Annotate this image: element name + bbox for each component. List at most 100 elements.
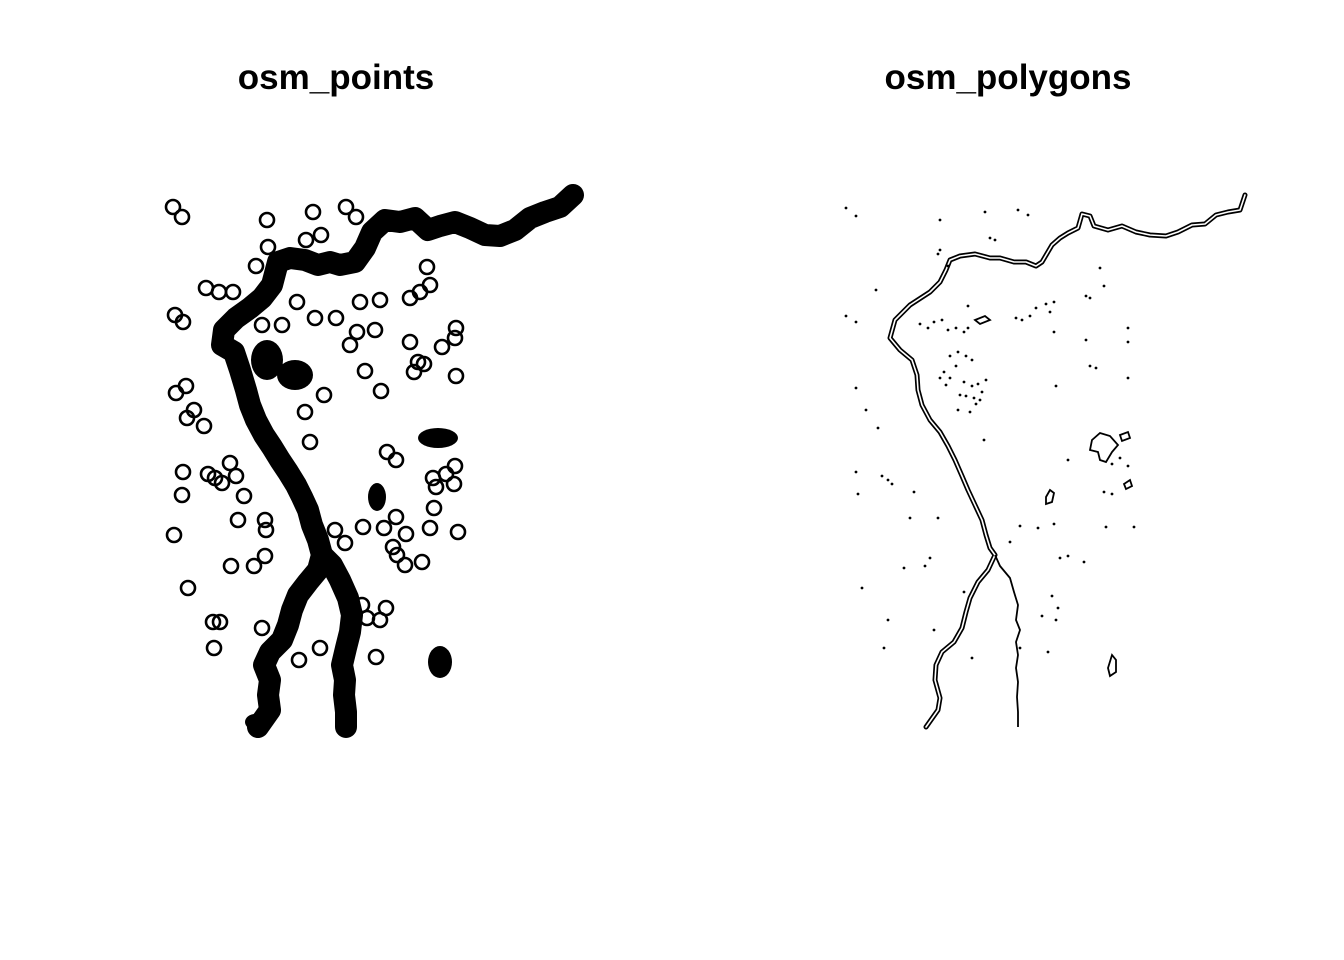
small-polygon xyxy=(1102,284,1106,288)
small-polygon xyxy=(908,516,912,520)
point-marker xyxy=(227,467,245,485)
polygons-map xyxy=(844,192,1248,730)
point-marker xyxy=(221,454,239,472)
point-marker xyxy=(173,208,191,226)
small-polygon xyxy=(860,586,864,590)
point-marker xyxy=(311,639,329,657)
point-marker xyxy=(222,557,240,575)
small-polygon xyxy=(936,516,940,520)
point-marker xyxy=(288,293,306,311)
small-polygon xyxy=(1058,556,1062,560)
point-marker xyxy=(396,556,414,574)
small-polygon xyxy=(956,408,960,412)
small-polygon xyxy=(1050,594,1054,598)
small-polygon xyxy=(854,320,858,324)
point-marker xyxy=(245,557,263,575)
point-marker xyxy=(195,417,213,435)
small-polygon xyxy=(886,478,890,482)
small-polygon xyxy=(970,384,974,388)
point-marker xyxy=(258,211,276,229)
point-marker xyxy=(413,553,431,571)
small-polygon xyxy=(970,656,974,660)
point-marker xyxy=(447,367,465,385)
point-cluster xyxy=(368,483,386,511)
point-marker xyxy=(387,508,405,526)
point-marker xyxy=(405,363,423,381)
point-marker xyxy=(174,313,192,331)
small-polygon xyxy=(948,354,952,358)
small-polygon xyxy=(1088,296,1092,300)
small-polygon xyxy=(993,238,997,242)
point-cluster xyxy=(428,646,452,678)
small-polygon xyxy=(983,210,987,214)
point-marker xyxy=(421,276,439,294)
point-marker xyxy=(173,486,191,504)
small-polygon xyxy=(982,438,986,442)
point-marker xyxy=(337,198,355,216)
small-polygon xyxy=(1066,554,1070,558)
small-polygon xyxy=(1110,462,1114,466)
small-polygon xyxy=(1052,300,1056,304)
point-marker xyxy=(327,309,345,327)
point-marker xyxy=(235,487,253,505)
small-polygon xyxy=(1132,525,1136,529)
point-marker xyxy=(433,338,451,356)
point-marker xyxy=(174,463,192,481)
small-polygon xyxy=(944,383,948,387)
point-marker xyxy=(447,319,465,337)
small-polygon xyxy=(854,386,858,390)
polygons-panel-title: osm_polygons xyxy=(884,58,1132,97)
point-marker xyxy=(401,333,419,351)
small-polygon xyxy=(946,264,950,268)
point-marker xyxy=(425,499,443,517)
point-marker xyxy=(356,362,374,380)
small-polygon xyxy=(1098,266,1102,270)
small-polygon xyxy=(1066,458,1070,462)
building-polygon xyxy=(1107,653,1117,678)
small-polygon xyxy=(1040,614,1044,618)
point-marker xyxy=(210,283,228,301)
small-polygon xyxy=(966,326,970,330)
small-polygon xyxy=(874,288,878,292)
point-marker xyxy=(164,198,182,216)
point-marker xyxy=(177,377,195,395)
point-marker xyxy=(336,534,354,552)
point-cluster xyxy=(251,340,283,380)
point-marker xyxy=(354,518,372,536)
small-polygon xyxy=(962,330,966,334)
small-polygon xyxy=(844,314,848,318)
small-polygon xyxy=(968,410,972,414)
point-marker xyxy=(304,203,322,221)
point-marker xyxy=(371,291,389,309)
small-polygon xyxy=(923,564,927,568)
building-polygon xyxy=(1045,488,1056,506)
small-polygon xyxy=(856,492,860,496)
point-marker xyxy=(378,443,396,461)
point-cluster xyxy=(245,714,265,730)
small-polygon xyxy=(1126,326,1130,330)
small-polygon xyxy=(940,318,944,322)
small-polygon xyxy=(936,252,940,256)
point-marker xyxy=(167,384,185,402)
point-marker xyxy=(301,433,319,451)
point-marker xyxy=(375,519,393,537)
small-polygon xyxy=(932,320,936,324)
point-marker xyxy=(424,469,442,487)
point-marker xyxy=(224,283,242,301)
point-marker xyxy=(253,619,271,637)
small-polygon xyxy=(1126,464,1130,468)
small-polygon xyxy=(976,382,980,386)
small-polygon xyxy=(1126,340,1130,344)
point-marker xyxy=(213,474,231,492)
point-marker xyxy=(347,208,365,226)
point-cluster xyxy=(418,428,458,448)
small-polygon xyxy=(988,236,992,240)
small-polygon xyxy=(864,408,868,412)
point-cluster xyxy=(560,189,580,205)
small-polygon xyxy=(886,618,890,622)
small-polygon xyxy=(876,426,880,430)
point-marker xyxy=(165,526,183,544)
small-polygon xyxy=(854,470,858,474)
small-polygon xyxy=(942,370,946,374)
small-polygon xyxy=(1084,338,1088,342)
